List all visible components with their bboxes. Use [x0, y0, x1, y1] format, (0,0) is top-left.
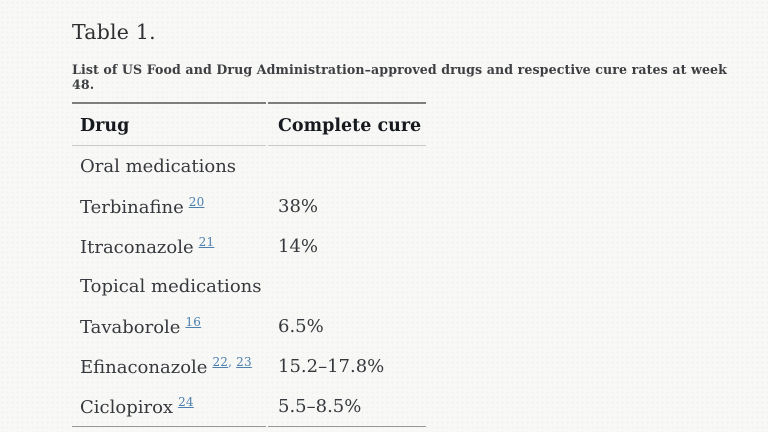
header-row: Drug Complete cure: [72, 102, 426, 146]
cure-rate-cell: 14%: [268, 226, 426, 266]
table-row: Terbinafine 20 38%: [72, 186, 426, 226]
cure-rate-cell: [268, 266, 426, 306]
drug-name: Ciclopirox: [80, 396, 174, 418]
cure-rate-cell: 6.5%: [268, 306, 426, 346]
cure-rate-cell: [268, 146, 426, 186]
cure-rate: 38%: [278, 195, 319, 217]
cure-rate: 14%: [278, 235, 319, 257]
reference-link[interactable]: 24: [178, 394, 194, 409]
reference-link[interactable]: 21: [198, 234, 215, 249]
drug-cell: Efinaconazole 22, 23: [72, 346, 266, 386]
drug-cell: Oral medications: [72, 146, 266, 186]
table-row: Efinaconazole 22, 23 15.2–17.8%: [72, 346, 426, 386]
drug-cell: Itraconazole 21: [72, 226, 266, 266]
drug-name: Tavaborole: [80, 316, 181, 338]
drugs-table: Drug Complete cure Oral medications Terb…: [70, 102, 428, 427]
drug-name: Terbinafine: [80, 196, 184, 218]
reference-sup: 24: [178, 395, 194, 409]
drug-cell: Terbinafine 20: [72, 186, 266, 226]
section-row: Oral medications: [72, 146, 426, 186]
table-row: Tavaborole 16 6.5%: [72, 306, 426, 346]
reference-sup: 22, 23: [212, 354, 252, 369]
cure-rate: 6.5%: [278, 315, 324, 337]
reference-sup: 16: [185, 315, 201, 329]
reference-sup: 21: [199, 235, 215, 249]
drug-cell: Ciclopirox 24: [72, 386, 266, 427]
table-body: Oral medications Terbinafine 20 38% Itrac…: [72, 146, 426, 427]
column-header-drug: Drug: [72, 102, 266, 146]
table-header: Drug Complete cure: [72, 102, 426, 146]
table-row: Ciclopirox 24 5.5–8.5%: [72, 386, 426, 427]
table-row: Itraconazole 21 14%: [72, 226, 426, 266]
section-row: Topical medications: [72, 266, 426, 306]
table-title: Table 1.: [72, 20, 156, 44]
reference-link[interactable]: 20: [188, 194, 205, 209]
cure-rate-cell: 38%: [268, 186, 426, 226]
reference-link[interactable]: 22: [212, 354, 229, 369]
cure-rate: 15.2–17.8%: [278, 355, 385, 377]
drug-name: Itraconazole: [80, 236, 194, 258]
drug-name: Efinaconazole: [80, 356, 208, 378]
table-caption: List of US Food and Drug Administration–…: [72, 62, 727, 92]
cure-rate-cell: 15.2–17.8%: [268, 346, 426, 386]
cure-rate-cell: 5.5–8.5%: [268, 386, 426, 427]
reference-link[interactable]: 23: [236, 354, 252, 369]
drug-cell: Tavaborole 16: [72, 306, 266, 346]
cure-rate: 5.5–8.5%: [278, 395, 362, 417]
reference-link[interactable]: 16: [185, 314, 202, 329]
drug-name: Oral medications: [80, 155, 237, 177]
drug-name: Topical medications: [80, 275, 262, 297]
drug-cell: Topical medications: [72, 266, 266, 306]
column-header-complete-cure: Complete cure: [268, 102, 426, 146]
reference-sup: 20: [189, 195, 205, 209]
